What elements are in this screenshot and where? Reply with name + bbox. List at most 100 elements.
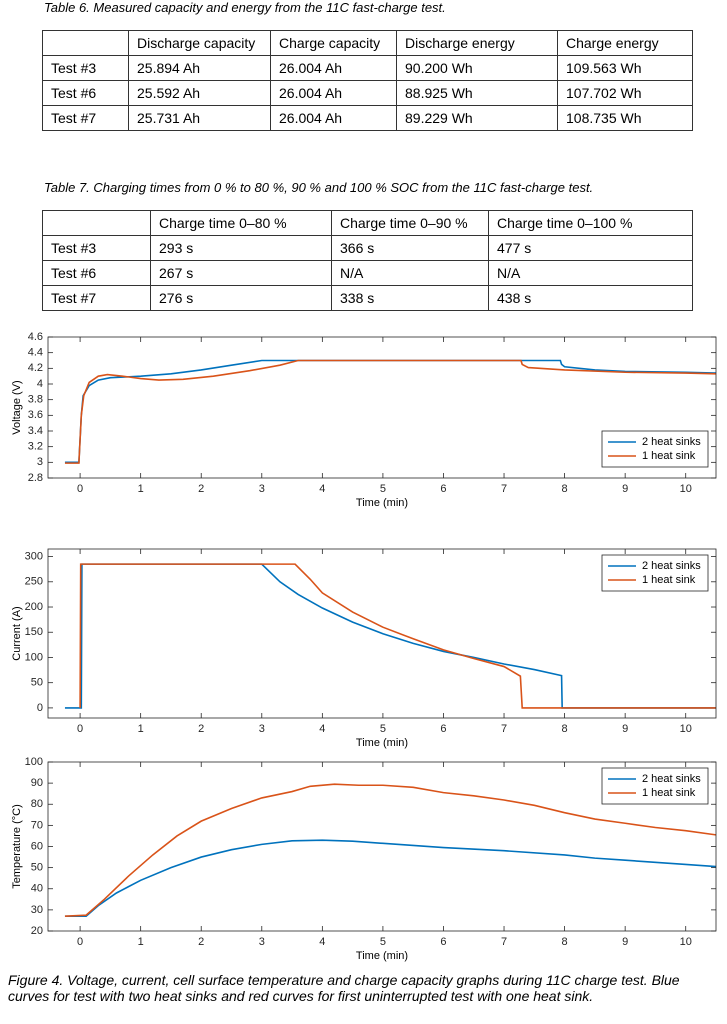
y-tick-label: 100 [25, 756, 43, 768]
table-caption: Table 7. Charging times from 0 % to 80 %… [44, 180, 594, 195]
y-tick-label: 4.4 [28, 347, 43, 359]
y-tick-label: 200 [25, 601, 43, 613]
table-row: Test #6 267 s N/A N/A [42, 260, 693, 286]
y-tick-label: 50 [31, 677, 43, 689]
x-tick-label: 2 [198, 483, 204, 495]
x-tick-label: 8 [562, 936, 568, 948]
legend-box [601, 430, 709, 468]
x-tick-label: 6 [440, 936, 446, 948]
y-tick-label: 3.4 [28, 425, 43, 437]
table-cell: 267 s [150, 260, 332, 286]
chart: 0 1 2 3 4 5 6 7 8 9 10 20 30 40 50 60 70 80 90 100 Time (min… [11, 756, 717, 962]
legend-label: 2 heat sinks [642, 560, 701, 572]
legend-box [601, 767, 709, 805]
y-tick-label: 60 [31, 840, 43, 852]
table-cell: 338 s [331, 285, 489, 311]
x-axis-label: Time (min) [356, 950, 408, 962]
y-tick-label: 4 [37, 378, 43, 390]
chart: 0 1 2 3 4 5 6 7 8 9 10 2.8 3 3.2 3.4 3.6 3.8 4 4.2 4.4 4.6 Ti… [11, 331, 717, 509]
x-tick-label: 9 [622, 483, 628, 495]
table-cell: 90.200 Wh [396, 55, 558, 81]
x-tick-label: 3 [259, 483, 265, 495]
y-tick-label: 4.6 [28, 331, 43, 343]
table-cell: 89.229 Wh [396, 105, 558, 131]
table-cell: N/A [331, 260, 489, 286]
x-axis-label: Time (min) [356, 497, 408, 509]
y-axis-label: Voltage (V) [11, 380, 23, 434]
y-tick-label: 90 [31, 777, 43, 789]
legend-label: 2 heat sinks [642, 773, 701, 785]
y-tick-label: 4.2 [28, 362, 43, 374]
table: Discharge capacity Charge capacity Dischar… [42, 30, 693, 131]
x-tick-label: 0 [77, 483, 83, 495]
table-cell: 438 s [488, 285, 693, 311]
x-tick-label: 4 [319, 483, 325, 495]
x-tick-label: 10 [680, 483, 692, 495]
x-tick-label: 1 [138, 936, 144, 948]
legend-label: 1 heat sink [642, 574, 696, 586]
legend-label: 1 heat sink [642, 450, 696, 462]
y-tick-label: 150 [25, 626, 43, 638]
table-row: Test #7 276 s 338 s 438 s [42, 285, 693, 311]
legend: 2 heat sinks 1 heat sink [601, 767, 709, 805]
header-row: Charge time 0–80 % Charge time 0–90 % Char… [42, 210, 693, 236]
y-tick-label: 100 [25, 651, 43, 663]
x-tick-label: 3 [259, 723, 265, 735]
table-cell: 25.731 Ah [128, 105, 271, 131]
y-tick-label: 3.6 [28, 409, 43, 421]
x-tick-label: 8 [562, 483, 568, 495]
table-cell: 26.004 Ah [270, 105, 397, 131]
y-tick-label: 3 [37, 456, 43, 468]
table-cell: Test #6 [42, 80, 129, 106]
x-tick-label: 7 [501, 483, 507, 495]
table-cell: Discharge energy [396, 30, 558, 56]
y-tick-label: 0 [37, 702, 43, 714]
series-line [79, 563, 716, 709]
table-cell: 293 s [150, 235, 332, 261]
table-cell: Charge time 0–100 % [488, 210, 693, 236]
table-cell: N/A [488, 260, 693, 286]
legend-label: 1 heat sink [642, 787, 696, 799]
table-cell: Test #7 [42, 285, 151, 311]
table-cell: 26.004 Ah [270, 55, 397, 81]
x-tick-label: 0 [77, 936, 83, 948]
y-tick-label: 2.8 [28, 472, 43, 484]
table-cell: 88.925 Wh [396, 80, 558, 106]
y-tick-label: 300 [25, 550, 43, 562]
y-axis-label: Temperature (°C) [11, 804, 23, 888]
y-tick-label: 30 [31, 904, 43, 916]
legend: 2 heat sinks 1 heat sink [601, 430, 709, 468]
x-tick-label: 9 [622, 936, 628, 948]
table-cell: 107.702 Wh [557, 80, 693, 106]
legend-box [601, 554, 709, 592]
table-row: Test #3 293 s 366 s 477 s [42, 235, 693, 261]
series-line [64, 359, 716, 464]
x-tick-label: 3 [259, 936, 265, 948]
x-tick-label: 9 [622, 723, 628, 735]
y-tick-label: 80 [31, 798, 43, 810]
x-tick-label: 5 [380, 723, 386, 735]
series-line [64, 839, 716, 918]
legend-label: 2 heat sinks [642, 436, 701, 448]
x-tick-label: 1 [138, 483, 144, 495]
x-tick-label: 0 [77, 723, 83, 735]
y-tick-label: 70 [31, 819, 43, 831]
plot-frame [47, 336, 717, 479]
x-tick-label: 8 [562, 723, 568, 735]
plot-frame [47, 761, 717, 932]
x-tick-label: 4 [319, 936, 325, 948]
y-tick-label: 20 [31, 925, 43, 937]
figure-caption: Figure 4. Voltage, current, cell surface… [8, 972, 680, 1004]
table-cell: Test #3 [42, 235, 151, 261]
table-cell: 477 s [488, 235, 693, 261]
y-tick-label: 40 [31, 883, 43, 895]
table-cell: Test #7 [42, 105, 129, 131]
table-cell: 108.735 Wh [557, 105, 693, 131]
table-row: Test #3 25.894 Ah 26.004 Ah 90.200 Wh 109.56… [42, 55, 693, 81]
table-cell: 25.894 Ah [128, 55, 271, 81]
x-tick-label: 7 [501, 936, 507, 948]
y-tick-label: 50 [31, 862, 43, 874]
plot-frame [47, 548, 717, 719]
